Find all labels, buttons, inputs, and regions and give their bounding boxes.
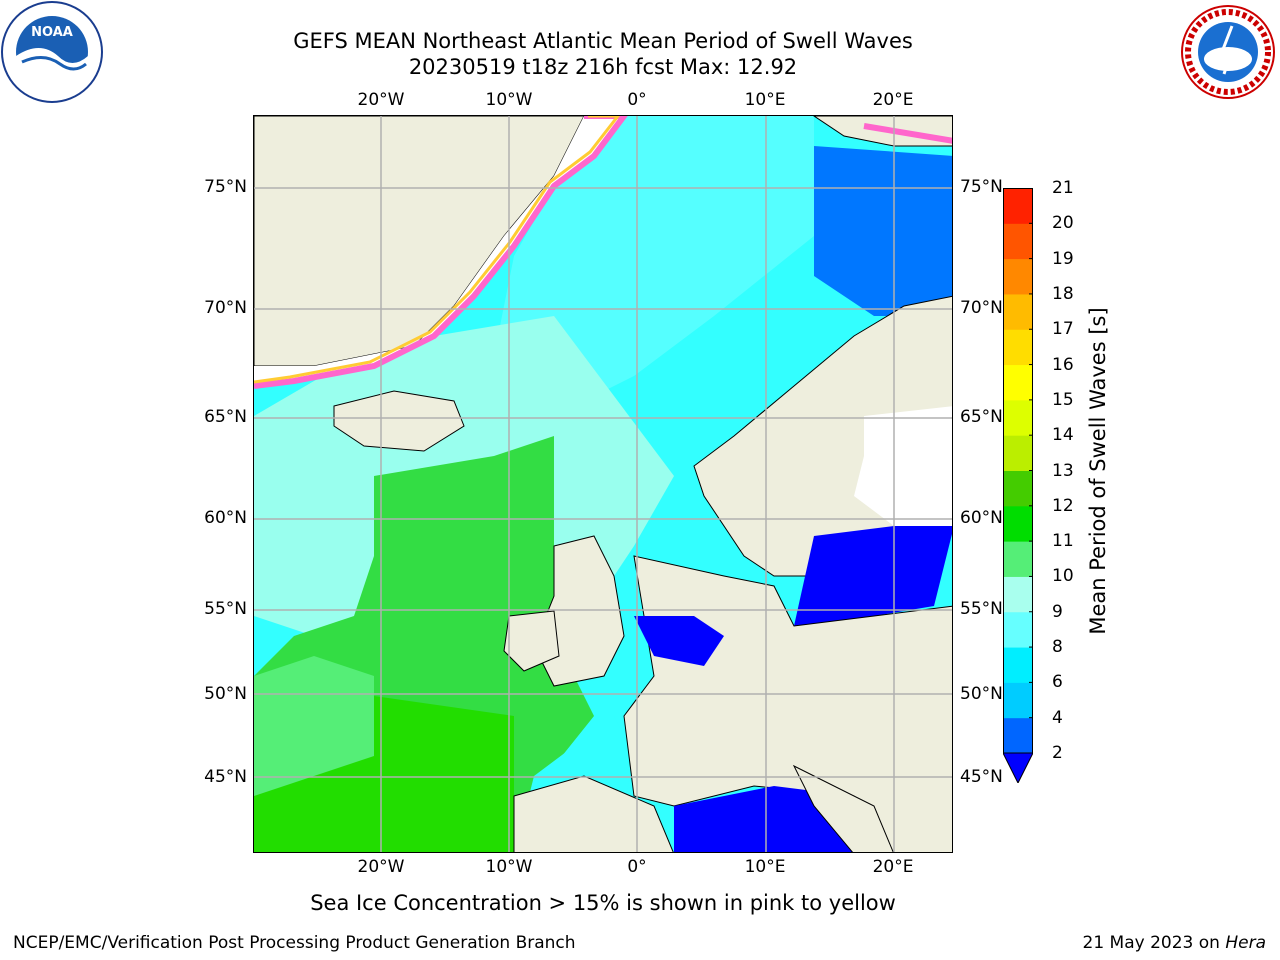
map-panel bbox=[253, 115, 953, 853]
colorbar bbox=[1003, 188, 1033, 783]
colorbar-tick-label: 19 bbox=[1052, 248, 1074, 269]
sea-ice-edge-yellow bbox=[254, 116, 620, 384]
colorbar-band bbox=[1003, 682, 1033, 719]
lat-tick-right: 75°N bbox=[960, 177, 1003, 197]
colorbar-band bbox=[1003, 541, 1033, 577]
colorbar-band bbox=[1003, 258, 1033, 295]
lon-tick-bottom: 20°W bbox=[357, 857, 405, 877]
ocean-patch-green bbox=[254, 656, 374, 796]
colorbar-tick-label: 6 bbox=[1052, 672, 1063, 693]
lon-tick-top: 10°W bbox=[485, 90, 533, 110]
colorbar-extend-arrow bbox=[1003, 752, 1033, 783]
credit-text: NCEP/EMC/Verification Post Processing Pr… bbox=[13, 933, 576, 953]
lon-tick-bottom: 0° bbox=[627, 857, 647, 877]
colorbar-tick-label: 17 bbox=[1052, 319, 1074, 340]
colorbar-tick-label: 13 bbox=[1052, 460, 1074, 481]
colorbar-band bbox=[1003, 329, 1033, 366]
colorbar-band bbox=[1003, 611, 1033, 648]
lon-tick-bottom: 20°E bbox=[872, 857, 914, 877]
colorbar-tick-label: 14 bbox=[1052, 425, 1074, 446]
lon-tick-top: 20°E bbox=[872, 90, 914, 110]
colorbar-tick-label: 12 bbox=[1052, 495, 1074, 516]
ocean-patch bbox=[494, 116, 814, 416]
lon-tick-top: 10°E bbox=[744, 90, 786, 110]
colorbar-tick-label: 9 bbox=[1052, 601, 1063, 622]
graticule bbox=[254, 116, 952, 852]
lon-tick-bottom: 10°E bbox=[744, 857, 786, 877]
sea-ice-note: Sea Ice Concentration > 15% is shown in … bbox=[310, 891, 896, 915]
colorbar-band bbox=[1003, 470, 1033, 507]
lat-tick-left: 55°N bbox=[204, 599, 247, 619]
lat-tick-left: 65°N bbox=[204, 407, 247, 427]
colorbar-tick-label: 20 bbox=[1052, 213, 1074, 234]
lat-tick-right: 55°N bbox=[960, 599, 1003, 619]
colorbar-band bbox=[1003, 717, 1033, 754]
colorbar-band bbox=[1003, 293, 1033, 330]
lat-tick-right: 50°N bbox=[960, 684, 1003, 704]
lon-tick-bottom: 10°W bbox=[485, 857, 533, 877]
colorbar-band bbox=[1003, 647, 1033, 683]
lat-tick-left: 70°N bbox=[204, 298, 247, 318]
sea-ice-edge bbox=[254, 116, 628, 389]
colorbar-band bbox=[1003, 399, 1033, 436]
date-prefix: 21 May 2023 on bbox=[1082, 933, 1226, 953]
lat-tick-right: 65°N bbox=[960, 407, 1003, 427]
noaa-logo: NOAA bbox=[0, 0, 104, 104]
iberia bbox=[513, 775, 674, 852]
colorbar-tick-label: 2 bbox=[1052, 743, 1063, 763]
gulf-of-bothnia-ice bbox=[854, 406, 952, 526]
lat-tick-right: 45°N bbox=[960, 767, 1003, 787]
map-subtitle: 20230519 t18z 216h fcst Max: 12.92 bbox=[408, 55, 798, 79]
colorbar-band bbox=[1003, 188, 1033, 224]
date-text: 21 May 2023 on Hera bbox=[1083, 933, 1267, 953]
iceland bbox=[333, 390, 465, 452]
colorbar-title: Mean Period of Swell Waves [s] bbox=[1086, 307, 1110, 635]
colorbar-band bbox=[1003, 364, 1033, 401]
colorbar-band bbox=[1003, 223, 1033, 260]
lon-tick-top: 20°W bbox=[357, 90, 405, 110]
lat-tick-left: 45°N bbox=[204, 767, 247, 787]
colorbar-tick-label: 21 bbox=[1052, 178, 1074, 198]
noaa-logo-text: NOAA bbox=[31, 25, 73, 40]
italy bbox=[792, 764, 894, 852]
map-title: GEFS MEAN Northeast Atlantic Mean Period… bbox=[293, 29, 913, 53]
lat-tick-left: 60°N bbox=[204, 508, 247, 528]
colorbar-tick-label: 16 bbox=[1052, 354, 1074, 375]
lat-tick-left: 75°N bbox=[204, 177, 247, 197]
lat-tick-left: 50°N bbox=[204, 684, 247, 704]
colorbar-tick-label: 11 bbox=[1052, 531, 1074, 552]
colorbar-tick-label: 8 bbox=[1052, 637, 1063, 658]
lat-tick-right: 70°N bbox=[960, 298, 1003, 318]
baltic-sea bbox=[794, 526, 952, 626]
colorbar-band bbox=[1003, 505, 1033, 542]
sea-ice-edge-ne bbox=[863, 123, 952, 144]
ireland bbox=[503, 610, 560, 672]
colorbar-tick-label: 15 bbox=[1052, 389, 1074, 410]
colorbar-tick-label: 18 bbox=[1052, 283, 1074, 304]
sea-ice bbox=[254, 116, 624, 386]
colorbar-band bbox=[1003, 435, 1033, 471]
colorbar-band bbox=[1003, 576, 1033, 613]
lon-tick-top: 0° bbox=[627, 90, 647, 110]
north-sea bbox=[634, 616, 724, 666]
lat-tick-right: 60°N bbox=[960, 508, 1003, 528]
colorbar-tick-label: 10 bbox=[1052, 566, 1074, 587]
colorbar-tick-label: 4 bbox=[1052, 707, 1063, 728]
machine-name: Hera bbox=[1225, 933, 1266, 953]
map-svg bbox=[254, 116, 952, 852]
nws-logo bbox=[1180, 4, 1276, 100]
